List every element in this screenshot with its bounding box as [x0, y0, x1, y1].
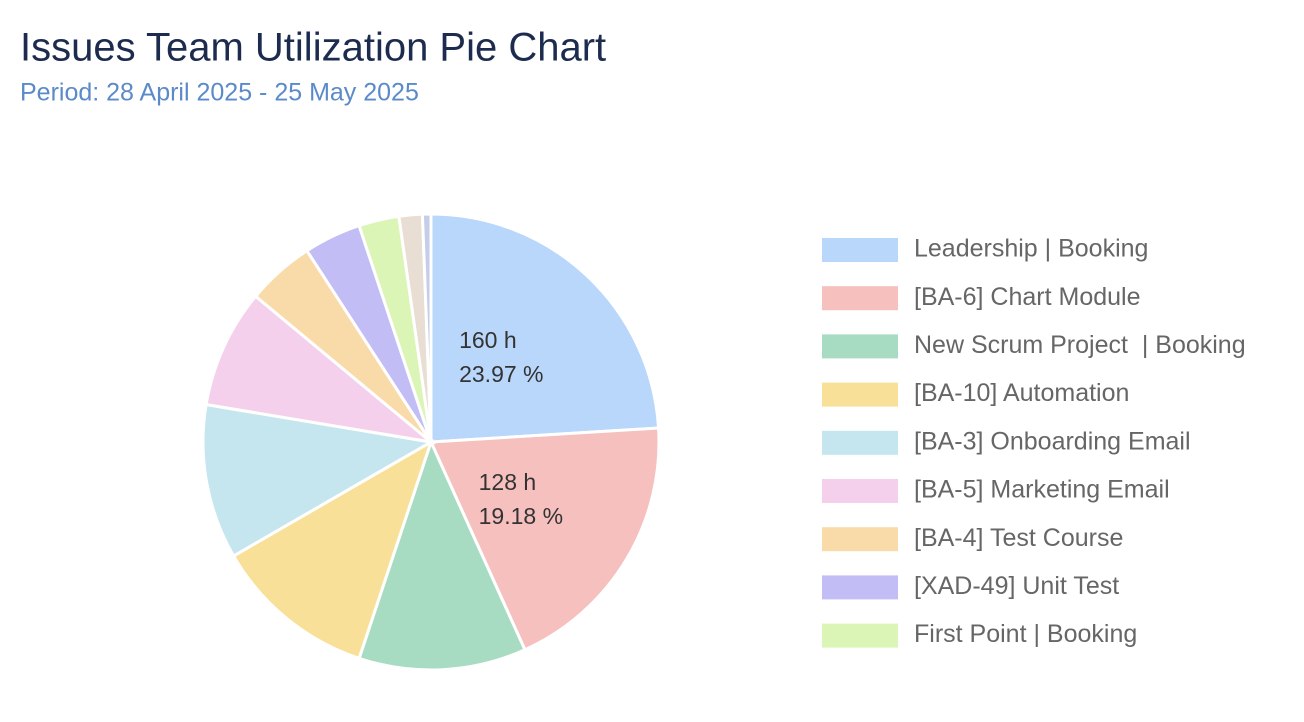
- legend-label: [BA-4] Test Course: [914, 524, 1123, 552]
- pie-slice: [357, 437, 527, 672]
- legend-swatch: [822, 382, 898, 407]
- slice-value-label: 160 h: [459, 327, 517, 353]
- legend-label: Leadership | Booking: [914, 235, 1148, 263]
- legend-label: [BA-3] Onboarding Email: [914, 427, 1191, 455]
- pie-slice: [201, 402, 436, 559]
- slice-value-label: 128 h: [479, 469, 537, 495]
- pie-slice: [231, 438, 434, 661]
- legend-swatch: [822, 334, 898, 359]
- legend-label: [XAD-49] Unit Test: [914, 572, 1119, 600]
- legend-label: New Scrum Project | Booking: [914, 331, 1246, 359]
- legend-swatch: [822, 286, 898, 311]
- slice-percent-label: 19.18 %: [479, 503, 563, 529]
- pie-slice: [204, 294, 437, 445]
- chart-title: Issues Team Utilization Pie Chart: [20, 26, 606, 70]
- legend-label: [BA-10] Automation: [914, 379, 1129, 407]
- legend-label: [BA-6] Chart Module: [914, 283, 1141, 311]
- legend-swatch: [822, 527, 898, 552]
- pie-slice: [420, 212, 433, 443]
- legend-swatch: [822, 575, 898, 600]
- pie-slice: [429, 212, 661, 444]
- legend-swatch: [822, 479, 898, 503]
- legend-label: First Point | Booking: [914, 620, 1137, 648]
- pie-slice: [428, 426, 661, 652]
- slice-percent-label: 23.97 %: [459, 361, 543, 387]
- legend-swatch: [822, 238, 898, 262]
- legend-swatch: [822, 623, 898, 648]
- legend-label: [BA-5] Marketing Email: [914, 476, 1170, 504]
- legend-swatch: [822, 430, 898, 455]
- chart-subtitle: Period: 28 April 2025 - 25 May 2025: [20, 79, 419, 107]
